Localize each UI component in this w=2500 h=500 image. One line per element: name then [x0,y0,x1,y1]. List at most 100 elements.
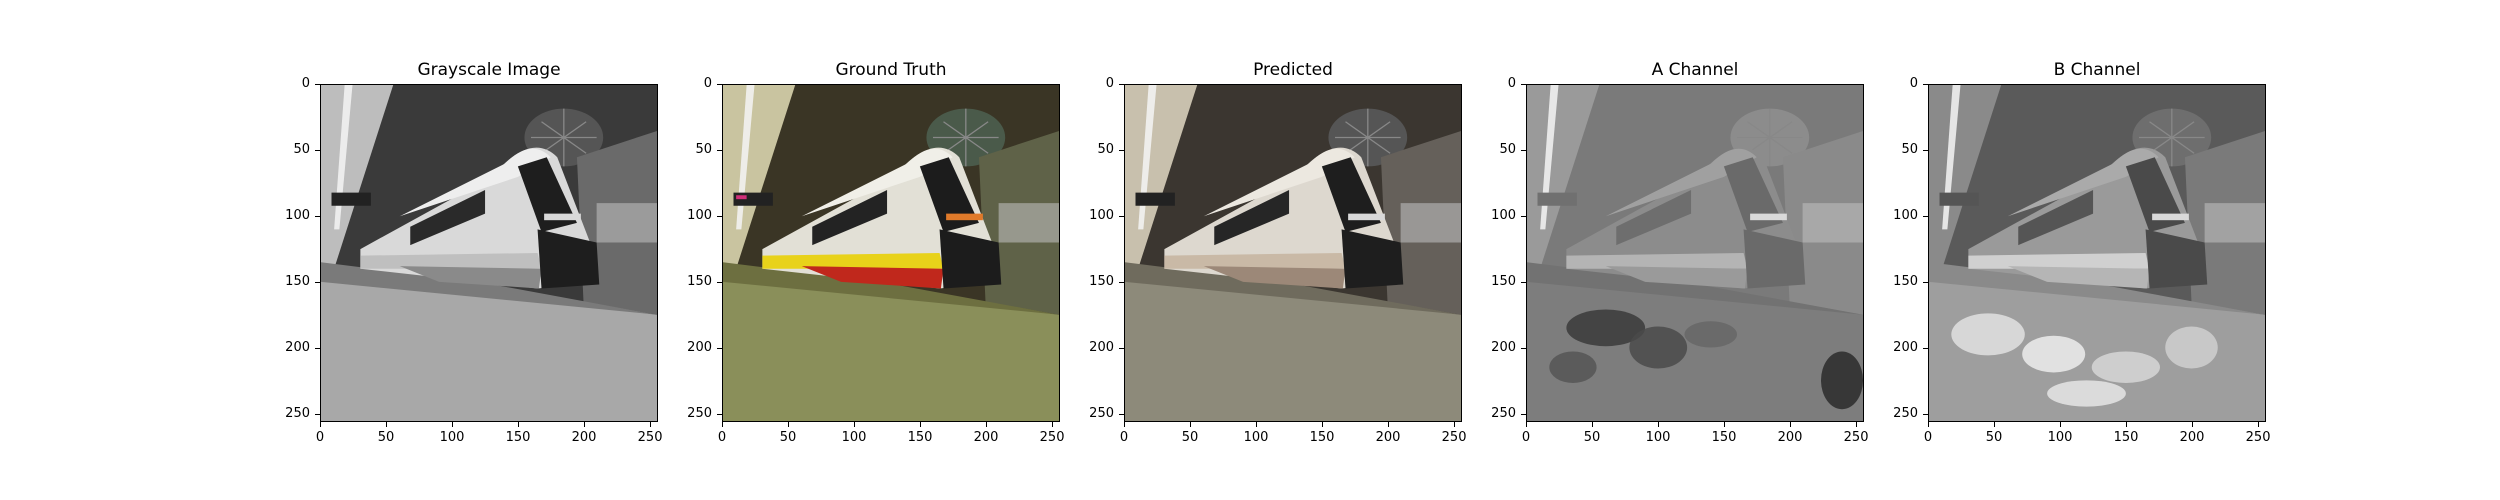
train-front [537,229,600,289]
train-windshield [919,157,979,232]
destination-display [544,213,581,221]
channel-artifact-4 [2047,380,2126,407]
platform-floor [723,268,1059,421]
x-tick-label: 0 [1119,430,1129,445]
x-tick-mark [452,422,454,427]
platform-edge [723,262,1059,315]
train-front [939,229,1002,289]
y-tick-label: 250 [285,406,310,422]
y-tick-label: 250 [1089,406,1114,422]
photo-gray [321,85,657,421]
y-tick-label: 50 [293,142,310,158]
photo-a [1527,85,1863,421]
x-tick-label: 50 [1985,430,2003,445]
x-tick-mark [1388,422,1390,427]
train-stripe-upper [762,253,944,269]
y-tick-label: 200 [285,340,310,356]
x-tick-mark [1454,422,1456,427]
image-frame [1124,84,1462,422]
y-tick-label: 200 [1893,340,1918,356]
x-tick-label: 100 [1243,430,1269,445]
channel-artifact-3 [1821,351,1863,410]
y-tick-label: 200 [1089,340,1114,356]
x-tick-mark [920,422,922,427]
dome-frame [933,108,999,167]
destination-display [1750,213,1787,221]
x-tick-mark [1856,422,1858,427]
y-tick-label: 50 [1901,142,1918,158]
sign-accent [736,195,747,200]
x-tick-label: 200 [1777,430,1803,445]
x-tick-label: 150 [907,430,933,445]
train-stripe-lower [1203,266,1346,289]
right-lights [596,203,657,243]
platform-edge [321,262,657,315]
x-tick-label: 100 [2047,430,2073,445]
destination-display [2152,213,2189,221]
train-front [2145,229,2208,289]
right-lights [2204,203,2265,243]
channel-artifact-1 [2022,335,2086,373]
x-tick-label: 150 [1309,430,1335,445]
y-tick-label: 250 [1491,406,1516,422]
channel-artifact-1 [1629,326,1688,369]
photo-truth [723,85,1059,421]
dome-frame [2139,108,2205,167]
y-tick-label: 100 [1089,208,1114,224]
train-stripe-upper [1566,253,1748,269]
image-frame [1526,84,1864,422]
dome-frame [531,108,597,167]
dome-frame [1737,108,1803,167]
x-tick-label: 250 [637,430,663,445]
platform-edge [1527,262,1863,315]
destination-display [1348,213,1385,221]
x-tick-mark [1526,422,1527,427]
x-tick-mark [2126,422,2128,427]
x-tick-mark [320,422,321,427]
right-lights [998,203,1059,243]
x-tick-label: 150 [505,430,531,445]
image-panel-truth: Ground Truth 0 50 100 150 200 250 0 50 100 150 200… [672,0,1064,500]
train-windows [2018,190,2094,246]
x-tick-label: 200 [973,430,999,445]
image-frame [1928,84,2266,422]
x-tick-mark [650,422,652,427]
platform-sign [1939,192,1979,206]
y-tick-label: 50 [1499,142,1516,158]
x-tick-mark [722,422,723,427]
train-front [1341,229,1404,289]
x-tick-label: 200 [571,430,597,445]
y-tick-label: 250 [1893,406,1918,422]
train-stripe-lower [399,266,542,289]
platform-floor [1125,268,1461,421]
photo-b [1929,85,2265,421]
x-tick-label: 200 [1375,430,1401,445]
train-stripe-lower [1605,266,1748,289]
x-tick-mark [2192,422,2194,427]
y-tick-label: 100 [687,208,712,224]
train-windows [410,190,486,246]
channel-artifact-3 [2165,326,2218,369]
y-tick-label: 150 [1089,274,1114,290]
train-roof [1203,148,1355,217]
x-tick-label: 100 [439,430,465,445]
train-roof [2007,148,2159,217]
platform-sign [1537,192,1577,206]
panel-title: Grayscale Image [417,60,561,80]
image-frame [722,84,1060,422]
y-tick-label: 0 [1105,76,1114,91]
x-tick-label: 250 [1441,430,1467,445]
x-tick-mark [386,422,388,427]
channel-artifact-4 [1684,321,1737,348]
right-lights [1400,203,1461,243]
x-tick-mark [1322,422,1324,427]
platform-edge [1125,262,1461,315]
train-windows [1214,190,1290,246]
image-panel-gray: Grayscale Image 0 50 100 150 200 250 0 50 100 150… [270,0,662,500]
train-windshield [517,157,577,232]
x-tick-label: 150 [2113,430,2139,445]
image-panel-b: B Channel 0 50 100 150 200 250 0 50 100 150 200 250 [1878,0,2270,500]
x-tick-mark [584,422,586,427]
x-tick-mark [1658,422,1660,427]
